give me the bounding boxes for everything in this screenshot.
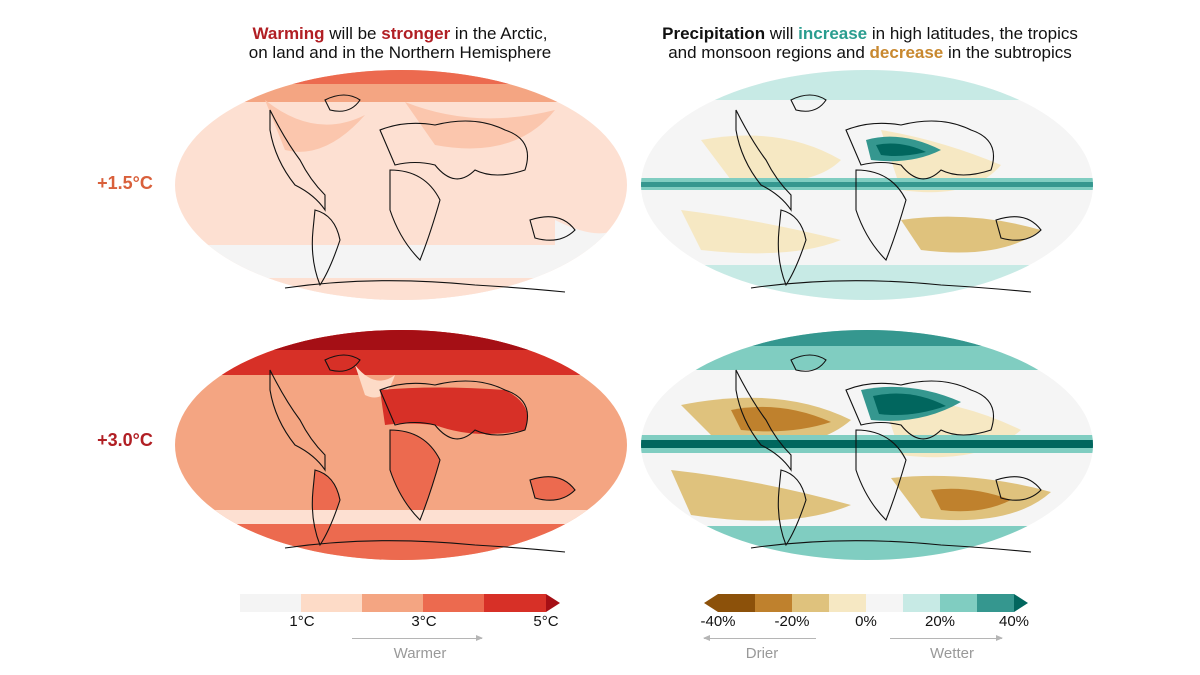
precipitation-map-3p0 (641, 330, 1093, 560)
temperature-map-3p0 (175, 330, 627, 560)
title-stronger: stronger (381, 24, 451, 43)
warmer-arrow-icon (352, 635, 483, 641)
title-precipitation: Precipitation (662, 24, 766, 43)
temperature-map-1p5 (175, 70, 627, 300)
title-line2: on land and in the Northern Hemisphere (248, 43, 552, 62)
title-decrease: decrease (869, 43, 944, 62)
row-label-1p5: +1.5°C (97, 173, 153, 193)
title-text: in the subtropics (943, 43, 1072, 62)
wetter-arrow-icon (890, 635, 1003, 641)
title-text: will be (324, 24, 382, 43)
title-text: and monsoon regions and (668, 43, 870, 62)
precipitation-colorbar (704, 594, 1029, 617)
wetter-label: Wetter (930, 645, 974, 662)
title-text: in high latitudes, the tropics (867, 24, 1078, 43)
temp-tick-5: 5°C (533, 613, 559, 630)
row-label-3p0: +3.0°C (97, 430, 153, 450)
temperature-panel-title: Warming will be stronger in the Arctic, … (190, 24, 610, 62)
precip-tick-40: 40% (998, 613, 1030, 630)
precip-tick-neg20: -20% (774, 613, 810, 630)
warmer-label: Warmer (393, 645, 447, 662)
temp-tick-1: 1°C (289, 613, 315, 630)
precipitation-panel-title: Precipitation will increase in high lati… (630, 24, 1110, 62)
title-warming: Warming (252, 24, 325, 43)
temp-tick-3: 3°C (411, 613, 437, 630)
precip-tick-0: 0% (855, 613, 877, 630)
title-text: will (765, 24, 799, 43)
precip-tick-20: 20% (924, 613, 956, 630)
precip-tick-neg40: -40% (700, 613, 736, 630)
drier-arrow-icon (703, 635, 816, 641)
temperature-colorbar (240, 594, 565, 617)
title-text: in the Arctic, (450, 24, 548, 43)
drier-label: Drier (745, 645, 779, 662)
precipitation-map-1p5 (641, 70, 1093, 300)
title-increase: increase (798, 24, 868, 43)
